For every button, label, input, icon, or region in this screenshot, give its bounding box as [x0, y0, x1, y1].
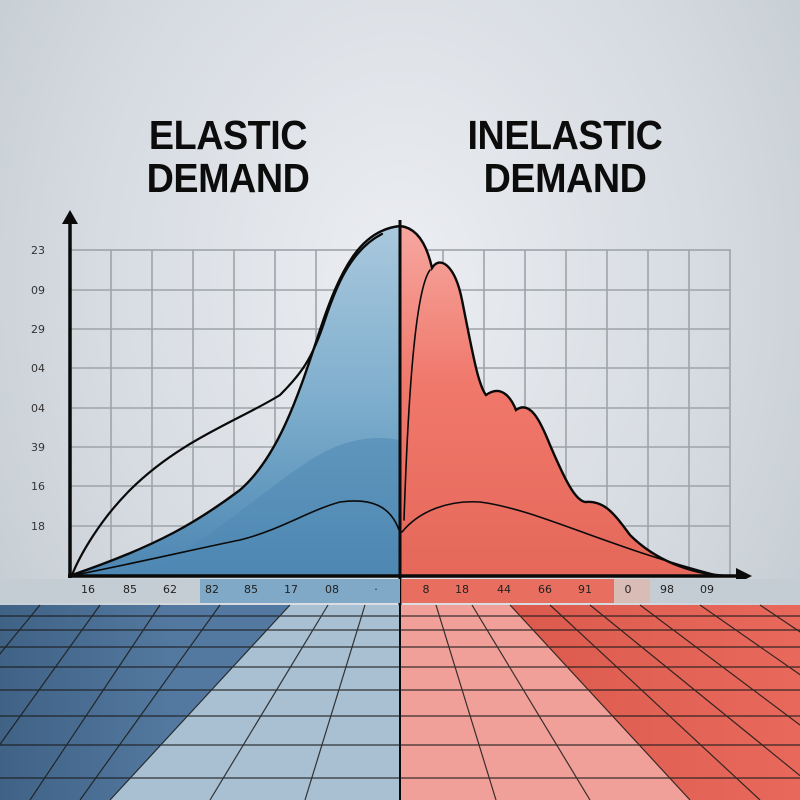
y-tick-label: 29 [31, 323, 45, 336]
elastic-outer-curve [70, 224, 402, 577]
x-tick-label: 0 [624, 583, 632, 596]
title-line: DEMAND [146, 155, 310, 201]
y-tick-label: 39 [31, 441, 45, 454]
x-tick-label: · [374, 583, 378, 596]
y-tick-label: 18 [31, 520, 45, 533]
title-line: DEMAND [483, 155, 647, 201]
x-tick-label: 66 [538, 583, 552, 596]
inelastic-demand-title: INELASTIC DEMAND [450, 114, 680, 200]
x-tick-label: 44 [497, 583, 511, 596]
y-tick-label: 04 [31, 362, 45, 375]
y-tick-label: 04 [31, 402, 45, 415]
elastic-low-curve [74, 500, 400, 576]
elastic-demand-title: ELASTIC DEMAND [127, 114, 329, 200]
x-tick-label: 91 [578, 583, 592, 596]
x-tick-label: 16 [81, 583, 95, 596]
title-line: INELASTIC [467, 112, 663, 158]
inelastic-outer-curve [398, 224, 732, 578]
y-tick-label: 09 [31, 284, 45, 297]
x-tick-label: 98 [660, 583, 674, 596]
x-tick-label: 18 [455, 583, 469, 596]
x-tick-label: 82 [205, 583, 219, 596]
x-tick-label: 08 [325, 583, 339, 596]
y-tick-label: 23 [31, 244, 45, 257]
inelastic-inner-curve [403, 269, 431, 521]
x-tick-label: 8 [422, 583, 430, 596]
inelastic-area [400, 226, 730, 576]
x-tick-label: 85 [123, 583, 137, 596]
elastic-inner-curve [70, 232, 384, 577]
x-tick-label: 17 [284, 583, 298, 596]
x-tick-label: 09 [700, 583, 714, 596]
x-tick-label: 62 [163, 583, 177, 596]
floor [0, 604, 800, 800]
title-line: ELASTIC [148, 112, 308, 158]
x-tick-label: 85 [244, 583, 258, 596]
inelastic-low-curve [401, 500, 721, 577]
y-tick-label: 16 [31, 480, 45, 493]
elastic-inner-band [150, 437, 400, 575]
